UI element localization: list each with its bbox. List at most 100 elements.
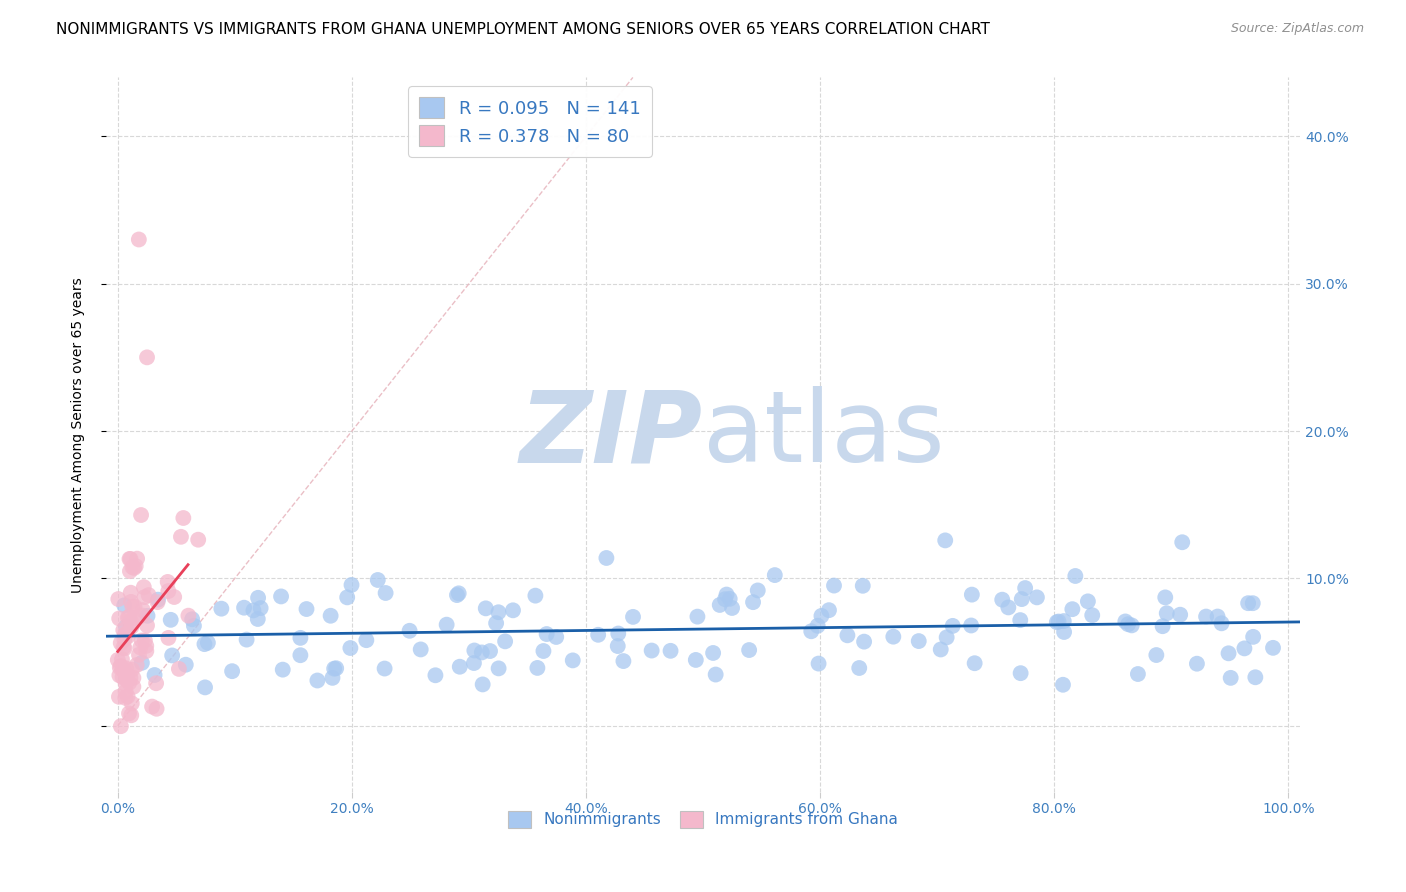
Legend: Nonimmigrants, Immigrants from Ghana: Nonimmigrants, Immigrants from Ghana [502, 805, 904, 834]
Point [319, 608, 342, 623]
Point [114, 641, 136, 656]
Point [121, 663, 143, 677]
Point [463, 643, 485, 657]
Point [290, 648, 312, 663]
Point [159, 613, 181, 627]
Point [718, 591, 741, 606]
Point [122, 680, 145, 694]
Point [659, 644, 682, 658]
Point [425, 668, 447, 682]
Point [398, 624, 420, 638]
Point [145, 676, 167, 690]
Point [145, 702, 167, 716]
Point [146, 592, 169, 607]
Point [118, 564, 141, 578]
Point [197, 636, 219, 650]
Point [246, 612, 269, 626]
Point [1011, 592, 1033, 607]
Point [1077, 594, 1099, 608]
Point [115, 620, 138, 634]
Point [738, 643, 761, 657]
Point [1261, 640, 1284, 655]
Point [321, 671, 343, 685]
Point [606, 639, 628, 653]
Point [685, 653, 707, 667]
Point [763, 568, 786, 582]
Point [1025, 591, 1047, 605]
Point [115, 661, 138, 675]
Point [536, 627, 558, 641]
Point [110, 659, 132, 673]
Point [117, 611, 139, 625]
Point [595, 551, 617, 566]
Point [125, 658, 148, 673]
Point [117, 630, 139, 644]
Point [586, 628, 609, 642]
Point [120, 708, 142, 723]
Point [124, 599, 146, 614]
Point [853, 634, 876, 648]
Point [848, 661, 870, 675]
Point [129, 640, 152, 655]
Point [110, 719, 132, 733]
Point [747, 583, 769, 598]
Point [533, 644, 555, 658]
Point [612, 654, 634, 668]
Point [163, 590, 186, 604]
Point [991, 592, 1014, 607]
Point [1211, 616, 1233, 631]
Point [367, 573, 389, 587]
Point [129, 508, 152, 522]
Point [1046, 615, 1069, 630]
Point [108, 668, 131, 682]
Point [1206, 609, 1229, 624]
Point [704, 667, 727, 681]
Point [131, 656, 153, 670]
Text: Source: ZipAtlas.com: Source: ZipAtlas.com [1230, 22, 1364, 36]
Point [135, 639, 157, 653]
Point [270, 590, 292, 604]
Point [621, 610, 644, 624]
Point [157, 631, 180, 645]
Point [807, 619, 830, 633]
Text: atlas: atlas [703, 386, 945, 483]
Point [818, 603, 841, 617]
Point [118, 675, 141, 690]
Point [852, 579, 875, 593]
Point [131, 608, 153, 623]
Point [112, 640, 135, 655]
Point [221, 664, 243, 678]
Point [122, 561, 145, 575]
Point [837, 628, 859, 642]
Point [716, 588, 738, 602]
Point [114, 677, 136, 691]
Point [143, 668, 166, 682]
Point [307, 673, 329, 688]
Point [1081, 608, 1104, 623]
Point [114, 690, 136, 705]
Point [247, 591, 270, 605]
Point [111, 662, 134, 676]
Point [1195, 609, 1218, 624]
Point [1244, 670, 1267, 684]
Point [108, 690, 131, 704]
Point [742, 595, 765, 609]
Point [1171, 535, 1194, 549]
Point [172, 511, 194, 525]
Point [1062, 602, 1084, 616]
Point [117, 690, 139, 704]
Point [114, 666, 136, 681]
Point [290, 631, 312, 645]
Point [135, 644, 157, 658]
Point [122, 671, 145, 685]
Point [209, 601, 232, 615]
Point [929, 642, 952, 657]
Point [121, 560, 143, 574]
Point [709, 598, 731, 612]
Point [336, 591, 359, 605]
Point [118, 610, 141, 624]
Point [120, 552, 142, 566]
Point [115, 673, 138, 687]
Point [1010, 666, 1032, 681]
Point [323, 662, 346, 676]
